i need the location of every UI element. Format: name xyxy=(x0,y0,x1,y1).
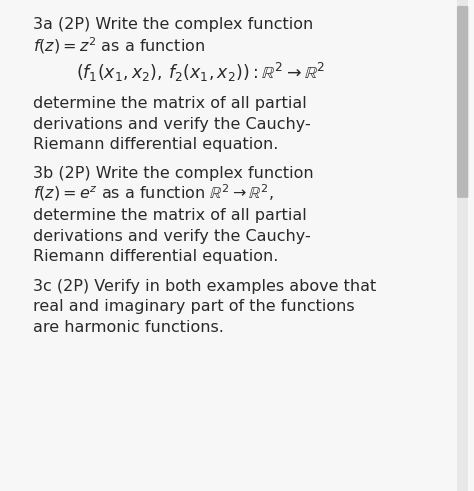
Text: derivations and verify the Cauchy-: derivations and verify the Cauchy- xyxy=(33,229,311,244)
Text: derivations and verify the Cauchy-: derivations and verify the Cauchy- xyxy=(33,117,311,132)
Text: Riemann differential equation.: Riemann differential equation. xyxy=(33,249,279,264)
Text: 3c (2P) Verify in both examples above that: 3c (2P) Verify in both examples above th… xyxy=(33,279,376,294)
FancyBboxPatch shape xyxy=(457,0,468,491)
Text: determine the matrix of all partial: determine the matrix of all partial xyxy=(33,96,307,111)
FancyBboxPatch shape xyxy=(457,6,468,198)
Text: are harmonic functions.: are harmonic functions. xyxy=(33,320,224,335)
Text: $(f_1(x_1, x_2),\, f_2(x_1, x_2)) : \mathbb{R}^2 \to \mathbb{R}^2$: $(f_1(x_1, x_2),\, f_2(x_1, x_2)) : \mat… xyxy=(76,60,325,83)
Text: Riemann differential equation.: Riemann differential equation. xyxy=(33,137,279,152)
Text: 3b (2P) Write the complex function: 3b (2P) Write the complex function xyxy=(33,166,314,181)
Text: $f(z) = z^2$ as a function: $f(z) = z^2$ as a function xyxy=(33,35,205,56)
Text: determine the matrix of all partial: determine the matrix of all partial xyxy=(33,208,307,223)
Text: 3a (2P) Write the complex function: 3a (2P) Write the complex function xyxy=(33,18,313,32)
Text: $f(z) = e^z$ as a function $\mathbb{R}^2 \to \mathbb{R}^2$,: $f(z) = e^z$ as a function $\mathbb{R}^2… xyxy=(33,182,274,203)
Text: real and imaginary part of the functions: real and imaginary part of the functions xyxy=(33,300,355,314)
